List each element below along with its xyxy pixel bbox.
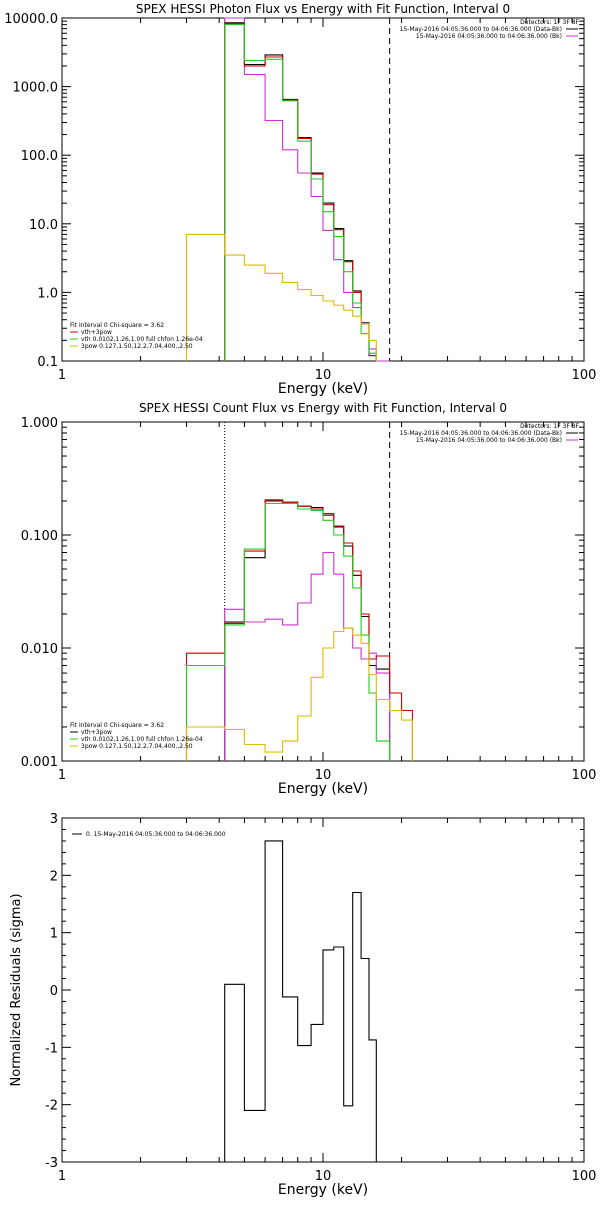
panel3-y-tick-label: 0 [50,984,58,999]
panel1-fit-label: 3pow 0.127,1.50,12.2,7.04,400.,2.50 [81,343,193,350]
panel2-series-4 [185,502,391,761]
panel3-x-axis-label: Energy (keV) [278,1182,368,1198]
panel3-y-tick-label: 1 [50,927,58,942]
panel3-y-tick-label: 2 [50,869,58,884]
panel2-x-tick-label: 100 [572,768,597,783]
panel1-series-4 [224,24,377,361]
panel2-frame [61,421,585,762]
panel1-y-tick-label: 0.1 [37,355,58,370]
panel1-series-2 [224,17,390,362]
panel2-series-2 [224,551,391,761]
panel2-x-tick-label: 10 [315,768,332,783]
panel2-title: SPEX HESSI Count Flux vs Energy with Fit… [139,401,507,415]
panel1-title: SPEX HESSI Photon Flux vs Energy with Fi… [136,2,510,16]
panel3-y-tick-label: -1 [45,1041,58,1056]
panel2-x-axis-label: Energy (keV) [278,781,368,797]
panel1-x-tick-label: 10 [315,368,332,383]
panel1-fit-label: Fit Interval 0 Chi-square = 3.62 [70,322,164,329]
panel1-series-1 [224,22,390,362]
panel2-series-5 [185,627,413,761]
panel2-y-tick-label: 0.010 [21,642,58,657]
panel2-y-tick-label: 0.100 [21,529,58,544]
panel3-y-axis-label: Normalized Residuals (sigma) [9,893,24,1086]
panel2-x-tick-label: 1 [58,768,66,783]
panel1-fit-label: vth 0.0102,1.26,1.00 full chfon 1.26e-04 [81,336,203,343]
panel1-x-axis-label: Energy (keV) [278,381,368,397]
panel2-y-tick-label: 0.001 [21,755,58,770]
panel3-y-tick-label: -3 [45,1156,58,1171]
panel2-legend-entry: 15-May-2016 04:05:36.000 to 04:06:36.000… [416,437,562,444]
panel1-x-tick-label: 1 [58,368,66,383]
panel2-fit-label: vth+3pow [81,729,112,736]
panel2-fit-label: Fit Interval 0 Chi-square = 3.62 [70,722,164,729]
panel1-y-tick-label: 10000.0 [4,12,58,27]
panel2-series-3 [185,499,413,761]
panel3-legend-entry: 0. 15-May-2016 04:05:36.000 to 04:06:36.… [86,831,226,838]
panel3-x-tick-label: 100 [572,1169,597,1184]
panel3-x-tick-label: 1 [58,1169,66,1184]
panel1-legend-entry: 15-May-2016 04:05:36.000 to 04:06:36.000… [400,26,562,33]
panel2-detectors-label: Detectors: 1F 3F 8F [520,423,579,430]
panel1-legend-entry: 15-May-2016 04:05:36.000 to 04:06:36.000… [416,33,562,40]
panel3-y-tick-label: -2 [45,1099,58,1114]
panel1-fit-label: vth+3pow [81,329,112,336]
panel3-x-tick-label: 10 [315,1169,332,1184]
panel2-legend-entry: 15-May-2016 04:05:36.000 to 04:06:36.000… [400,430,562,437]
panel1-x-tick-label: 100 [572,368,597,383]
panel2-fit-label: vth 0.0102,1.26,1.00 full chfon 1.26e-04 [81,736,203,743]
panel3-series-1 [224,840,390,1163]
panel1-series-5 [185,233,377,361]
panel1-y-tick-label: 100.0 [21,149,58,164]
panel1-y-tick-label: 10.0 [29,218,58,233]
panel2-fit-label: 3pow 0.127,1.50,12.2,7.04,400.,2.50 [81,743,193,750]
panel1-detectors-label: Detectors: 1F 3F 8F [520,19,579,26]
panel1-y-tick-label: 1000.0 [13,81,59,96]
panel1-y-tick-label: 1.0 [37,286,58,301]
panel2-series-1 [224,500,391,761]
panel3-y-tick-label: 3 [50,812,58,827]
panel2-y-tick-label: 1.000 [21,416,58,431]
